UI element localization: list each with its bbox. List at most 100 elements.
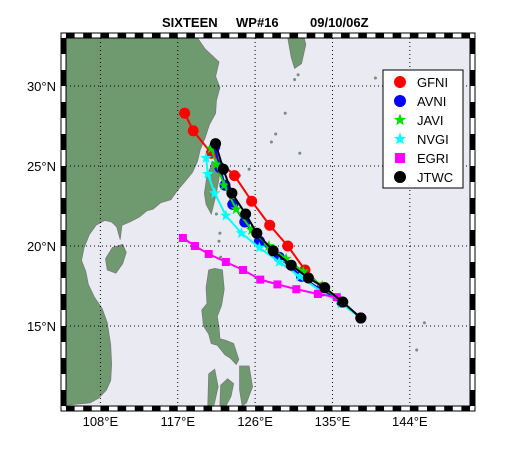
luzon-island xyxy=(201,267,240,366)
frame-segment xyxy=(409,406,419,411)
frame-segment xyxy=(186,33,195,38)
plot-outline xyxy=(65,37,471,407)
hainan-island xyxy=(105,243,127,274)
y-tick-label: 25°N xyxy=(27,159,56,174)
track-point-nvgi xyxy=(209,187,221,199)
legend-marker-jtwc xyxy=(394,171,406,183)
map-frame xyxy=(60,32,476,412)
small-island xyxy=(274,132,278,136)
small-island xyxy=(373,76,377,80)
track-point-javi xyxy=(246,224,258,235)
frame-segment xyxy=(323,33,333,38)
track-point-nvgi xyxy=(200,152,212,163)
track-point-gfni xyxy=(228,170,240,182)
frame-segment xyxy=(470,70,475,86)
x-tick-label: 108°E xyxy=(83,414,119,429)
legend-item-gfni: GFNI xyxy=(394,75,448,90)
frame-segment xyxy=(203,33,213,38)
frame-segment xyxy=(61,70,66,86)
track-point-nvgi xyxy=(220,209,232,221)
frame-segment xyxy=(392,406,402,411)
frame-outline xyxy=(60,32,476,412)
track-point-jtwc xyxy=(285,259,297,271)
frame-segment xyxy=(117,33,127,38)
legend-label-egri: EGRI xyxy=(417,151,449,166)
frame-segment xyxy=(61,390,66,406)
frame-segment xyxy=(61,294,66,310)
frame-segment xyxy=(255,406,264,411)
track-point-jtwc xyxy=(210,138,222,150)
frame-segment xyxy=(306,406,316,411)
frame-segment xyxy=(100,406,109,411)
frame-segment xyxy=(61,230,66,246)
frame-segment xyxy=(470,390,475,406)
legend-item-nvgi: NVGI xyxy=(393,132,449,147)
track-point-javi xyxy=(205,142,217,154)
track-point-egri xyxy=(178,234,187,242)
legend-marker-gfni xyxy=(394,76,406,88)
small-island xyxy=(298,151,302,155)
small-island xyxy=(247,167,251,171)
frame-segment xyxy=(289,33,299,38)
legend-item-avni: AVNI xyxy=(394,94,446,109)
frame-segment xyxy=(237,406,247,411)
track-point-nvgi xyxy=(253,241,266,253)
frame-segment xyxy=(66,33,75,38)
small-island xyxy=(415,348,419,352)
track-point-javi xyxy=(297,265,309,277)
track-point-javi xyxy=(210,158,223,170)
frame-segment xyxy=(341,33,350,38)
track-point-jtwc xyxy=(226,187,238,199)
track-point-gfni xyxy=(187,125,199,137)
legend-label-gfni: GFNI xyxy=(417,75,448,90)
legend-marker-nvgi xyxy=(393,132,407,145)
frame-segment xyxy=(61,166,66,182)
frame-segment xyxy=(470,166,475,182)
track-point-egri xyxy=(292,285,301,294)
mindoro-island xyxy=(207,368,219,406)
track-point-jtwc xyxy=(217,163,229,175)
frame-segment xyxy=(220,33,230,38)
frame-segment xyxy=(470,134,475,150)
legend-item-egri: EGRI xyxy=(395,151,449,166)
frame-segment xyxy=(470,358,475,374)
frame-segment xyxy=(186,406,195,411)
frame-segment xyxy=(289,406,299,411)
track-point-jtwc xyxy=(251,227,263,239)
legend-item-javi: JAVI xyxy=(393,113,444,128)
small-island xyxy=(269,140,273,144)
y-tick-label: 15°N xyxy=(27,319,56,334)
frame-segment xyxy=(134,406,144,411)
track-point-egri xyxy=(221,258,230,266)
frame-segment xyxy=(444,406,453,411)
frame-segment xyxy=(61,198,66,214)
frame-segment xyxy=(83,33,92,38)
track-point-gfni xyxy=(264,219,276,231)
legend-marker-avni xyxy=(394,95,406,107)
frame-segment xyxy=(341,406,350,411)
frame-segment xyxy=(409,33,419,38)
frame-segment xyxy=(470,198,475,214)
track-point-egri xyxy=(190,242,199,250)
small-island xyxy=(293,78,297,82)
track-point-egri xyxy=(204,250,213,258)
map-area xyxy=(66,38,470,406)
frame-segment xyxy=(169,33,178,38)
frame-segment xyxy=(272,33,281,38)
frame-segment xyxy=(470,262,475,278)
legend-marker-egri xyxy=(395,153,405,163)
small-island xyxy=(283,111,287,115)
frame-segment xyxy=(134,33,144,38)
track-point-gfni xyxy=(282,240,294,252)
frame-segment xyxy=(61,134,66,150)
legend-box xyxy=(382,69,464,189)
legend-label-nvgi: NVGI xyxy=(417,132,449,147)
track-point-gfni xyxy=(179,107,191,119)
frame-segment xyxy=(470,294,475,310)
frame-segment xyxy=(375,33,385,38)
track-point-nvgi xyxy=(294,270,306,282)
track-point-egri xyxy=(256,275,265,284)
mainland-asia xyxy=(66,38,221,406)
frame-segment xyxy=(306,33,316,38)
